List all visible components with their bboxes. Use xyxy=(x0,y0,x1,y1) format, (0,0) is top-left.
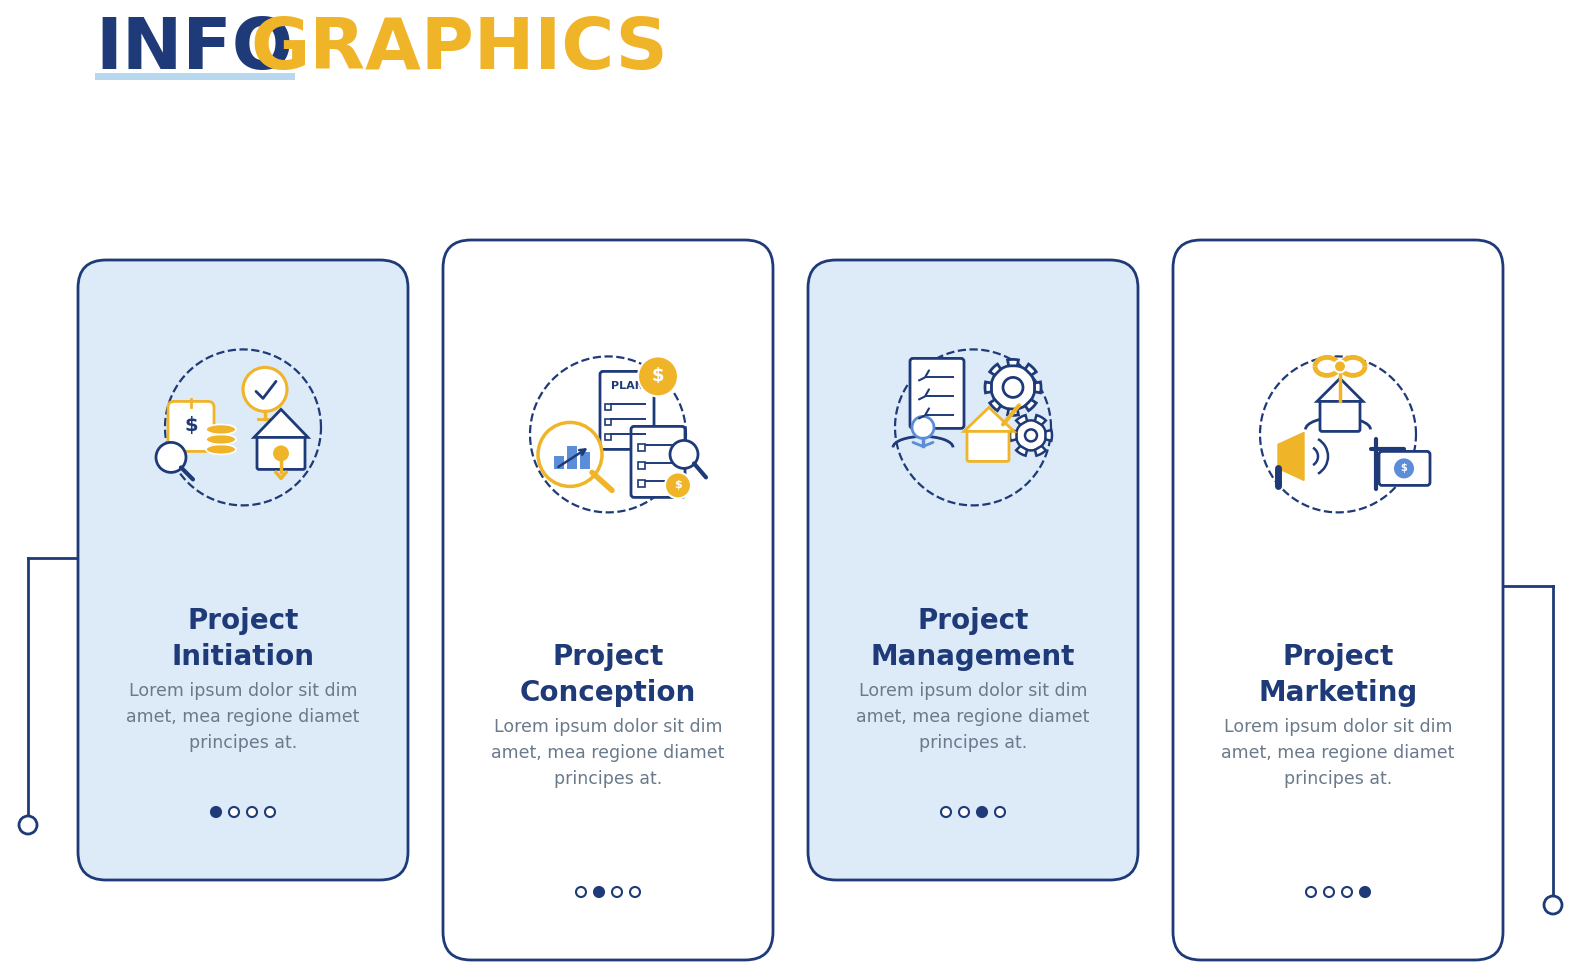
Bar xyxy=(605,434,611,440)
Circle shape xyxy=(228,807,239,817)
Text: Lorem ipsum dolor sit dim
amet, mea regione diamet
principes at.: Lorem ipsum dolor sit dim amet, mea regi… xyxy=(1221,718,1454,788)
Circle shape xyxy=(1334,361,1345,372)
Circle shape xyxy=(991,366,1034,410)
Polygon shape xyxy=(1317,378,1363,402)
FancyBboxPatch shape xyxy=(1320,400,1360,431)
Bar xyxy=(605,419,611,425)
Bar xyxy=(579,453,591,469)
Bar xyxy=(638,444,645,452)
Circle shape xyxy=(1393,459,1414,478)
Circle shape xyxy=(1025,429,1037,441)
Polygon shape xyxy=(990,365,1001,375)
Text: $: $ xyxy=(184,416,198,435)
Polygon shape xyxy=(1017,416,1028,424)
Circle shape xyxy=(1002,377,1023,398)
Circle shape xyxy=(1342,887,1352,897)
Circle shape xyxy=(243,368,287,412)
Circle shape xyxy=(911,416,934,438)
Circle shape xyxy=(1360,887,1369,897)
Circle shape xyxy=(211,807,220,817)
FancyBboxPatch shape xyxy=(168,402,214,452)
Circle shape xyxy=(576,887,586,897)
FancyBboxPatch shape xyxy=(78,260,409,880)
Circle shape xyxy=(1325,887,1334,897)
Text: Project
Marketing: Project Marketing xyxy=(1258,643,1417,707)
Text: Project
Conception: Project Conception xyxy=(520,643,696,707)
Text: PLAN: PLAN xyxy=(611,381,643,391)
Circle shape xyxy=(977,807,986,817)
Circle shape xyxy=(1543,896,1562,914)
FancyBboxPatch shape xyxy=(910,359,964,428)
Bar xyxy=(567,447,578,469)
Bar xyxy=(605,405,611,411)
Circle shape xyxy=(638,357,678,396)
Ellipse shape xyxy=(206,424,236,434)
Circle shape xyxy=(666,472,691,499)
FancyBboxPatch shape xyxy=(96,73,295,80)
Polygon shape xyxy=(1278,432,1304,480)
Circle shape xyxy=(265,807,275,817)
FancyBboxPatch shape xyxy=(1173,240,1503,960)
Text: INFO: INFO xyxy=(96,16,294,84)
FancyBboxPatch shape xyxy=(808,260,1138,880)
Circle shape xyxy=(1306,887,1317,897)
Circle shape xyxy=(942,807,951,817)
Circle shape xyxy=(630,887,640,897)
FancyBboxPatch shape xyxy=(1379,452,1430,485)
Circle shape xyxy=(594,887,603,897)
Polygon shape xyxy=(1007,409,1018,416)
Polygon shape xyxy=(990,400,1001,411)
Circle shape xyxy=(156,442,187,472)
Text: Project
Initiation: Project Initiation xyxy=(171,608,314,671)
Ellipse shape xyxy=(206,444,236,455)
Polygon shape xyxy=(1025,400,1036,411)
Bar xyxy=(554,457,563,469)
Polygon shape xyxy=(254,410,308,437)
FancyBboxPatch shape xyxy=(444,240,772,960)
Polygon shape xyxy=(1045,430,1052,441)
Text: GRAPHICS: GRAPHICS xyxy=(251,16,667,84)
Polygon shape xyxy=(1034,446,1045,456)
Polygon shape xyxy=(1025,365,1036,375)
Polygon shape xyxy=(985,382,991,393)
Text: Project
Management: Project Management xyxy=(871,608,1076,671)
Text: $: $ xyxy=(651,368,664,385)
FancyBboxPatch shape xyxy=(630,426,685,498)
Polygon shape xyxy=(964,408,1013,431)
Polygon shape xyxy=(1034,416,1045,424)
Circle shape xyxy=(1017,420,1045,451)
Text: $: $ xyxy=(1401,464,1408,473)
Polygon shape xyxy=(1007,360,1018,366)
Circle shape xyxy=(271,444,290,463)
Polygon shape xyxy=(1034,382,1041,393)
Polygon shape xyxy=(1010,430,1017,441)
FancyBboxPatch shape xyxy=(600,371,654,450)
FancyBboxPatch shape xyxy=(967,429,1009,462)
Text: Lorem ipsum dolor sit dim
amet, mea regione diamet
principes at.: Lorem ipsum dolor sit dim amet, mea regi… xyxy=(492,718,725,788)
Circle shape xyxy=(959,807,969,817)
Bar xyxy=(638,480,645,487)
Ellipse shape xyxy=(206,434,236,444)
Circle shape xyxy=(538,422,602,486)
Circle shape xyxy=(670,440,697,468)
Circle shape xyxy=(611,887,622,897)
Bar xyxy=(638,463,645,469)
Polygon shape xyxy=(1017,446,1028,456)
FancyBboxPatch shape xyxy=(257,435,305,469)
Text: $: $ xyxy=(674,480,681,490)
Text: Lorem ipsum dolor sit dim
amet, mea regione diamet
principes at.: Lorem ipsum dolor sit dim amet, mea regi… xyxy=(857,682,1090,752)
Circle shape xyxy=(19,816,37,834)
Text: Lorem ipsum dolor sit dim
amet, mea regione diamet
principes at.: Lorem ipsum dolor sit dim amet, mea regi… xyxy=(126,682,359,752)
Circle shape xyxy=(994,807,1005,817)
Circle shape xyxy=(247,807,257,817)
